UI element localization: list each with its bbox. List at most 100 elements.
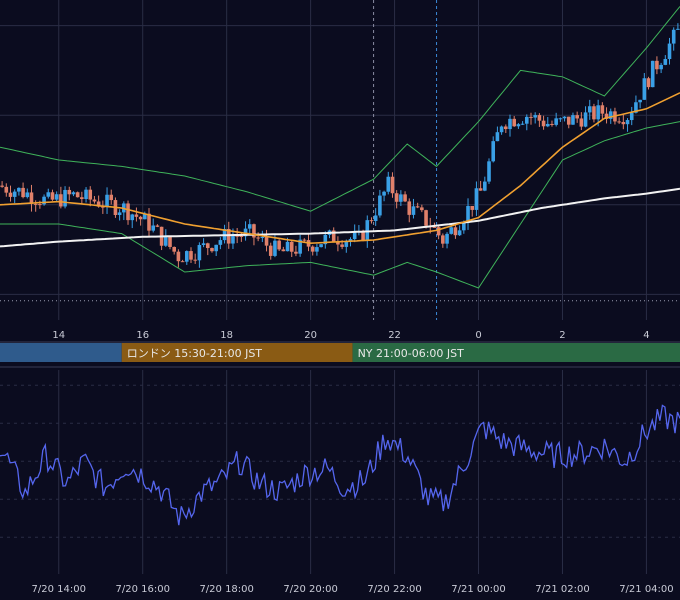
candle-body[interactable]: [529, 116, 533, 118]
candle-body[interactable]: [646, 78, 651, 88]
candle-body[interactable]: [298, 239, 302, 254]
candle-body[interactable]: [420, 207, 424, 211]
candle-body[interactable]: [638, 99, 642, 103]
candle-body[interactable]: [470, 206, 475, 210]
candle-body[interactable]: [537, 115, 542, 121]
candle-body[interactable]: [352, 232, 357, 240]
candle-body[interactable]: [575, 115, 579, 119]
candle-body[interactable]: [226, 229, 231, 244]
candle-body[interactable]: [466, 206, 470, 223]
candle-body[interactable]: [516, 124, 521, 127]
candle-body[interactable]: [109, 194, 114, 201]
candle-body[interactable]: [629, 112, 634, 121]
candle-body[interactable]: [210, 248, 214, 252]
candle-body[interactable]: [524, 116, 529, 124]
candle-body[interactable]: [512, 118, 516, 127]
candle-body[interactable]: [579, 118, 584, 127]
candle-body[interactable]: [676, 28, 680, 30]
candle-body[interactable]: [642, 78, 647, 100]
candle-body[interactable]: [46, 192, 51, 197]
candle-body[interactable]: [424, 210, 428, 226]
candle-body[interactable]: [453, 227, 458, 236]
candle-body[interactable]: [134, 214, 139, 217]
candle-body[interactable]: [302, 239, 307, 241]
candle-body[interactable]: [54, 194, 59, 200]
candle-body[interactable]: [281, 249, 286, 252]
candle-body[interactable]: [168, 235, 172, 247]
candle-body[interactable]: [655, 60, 659, 70]
candle-body[interactable]: [533, 115, 537, 118]
candle-body[interactable]: [386, 176, 391, 192]
candle-body[interactable]: [336, 242, 340, 245]
candle-body[interactable]: [319, 244, 323, 248]
candle-body[interactable]: [4, 186, 9, 193]
candle-body[interactable]: [508, 118, 512, 130]
candle-body[interactable]: [17, 187, 21, 192]
candle-body[interactable]: [344, 241, 349, 247]
candle-body[interactable]: [218, 240, 223, 245]
candle-body[interactable]: [361, 231, 365, 241]
candle-body[interactable]: [247, 224, 252, 229]
candle-body[interactable]: [264, 237, 269, 246]
candle-body[interactable]: [256, 237, 260, 239]
candle-body[interactable]: [243, 228, 248, 237]
candle-body[interactable]: [138, 216, 143, 220]
oscillator-panel[interactable]: [0, 404, 680, 526]
oscillator-line[interactable]: [0, 404, 680, 526]
candle-body[interactable]: [634, 102, 638, 113]
candle-body[interactable]: [285, 241, 290, 252]
candle-body[interactable]: [231, 235, 235, 244]
candle-body[interactable]: [130, 214, 135, 221]
candle-body[interactable]: [310, 246, 315, 252]
candle-body[interactable]: [289, 241, 294, 252]
candle-body[interactable]: [8, 192, 13, 197]
candle-body[interactable]: [67, 189, 72, 195]
candle-body[interactable]: [650, 60, 655, 88]
candle-body[interactable]: [315, 247, 319, 252]
candle-body[interactable]: [659, 64, 663, 70]
candle-body[interactable]: [80, 197, 84, 200]
candle-body[interactable]: [189, 251, 193, 260]
candle-body[interactable]: [105, 194, 109, 208]
candle-body[interactable]: [403, 194, 407, 202]
candle-body[interactable]: [462, 222, 466, 231]
candle-body[interactable]: [176, 251, 181, 262]
candle-body[interactable]: [617, 121, 621, 123]
candle-body[interactable]: [197, 245, 202, 261]
candle-body[interactable]: [12, 191, 17, 197]
candle-body[interactable]: [554, 118, 558, 125]
candle-body[interactable]: [50, 192, 55, 200]
candle-body[interactable]: [126, 203, 130, 221]
candle-body[interactable]: [499, 126, 504, 133]
candle-body[interactable]: [205, 243, 210, 249]
candle-body[interactable]: [445, 233, 449, 244]
candle-body[interactable]: [625, 120, 630, 125]
candle-body[interactable]: [411, 206, 416, 215]
candle-body[interactable]: [92, 199, 97, 202]
candle-body[interactable]: [407, 201, 412, 215]
candle-body[interactable]: [84, 189, 88, 200]
candle-body[interactable]: [663, 59, 668, 65]
candle-body[interactable]: [415, 206, 420, 208]
candle-body[interactable]: [441, 235, 445, 244]
candle-body[interactable]: [143, 213, 147, 220]
candle-body[interactable]: [180, 261, 185, 263]
candle-body[interactable]: [483, 181, 487, 191]
candle-body[interactable]: [399, 194, 403, 202]
candle-body[interactable]: [550, 123, 554, 125]
candle-body[interactable]: [474, 188, 479, 210]
candle-body[interactable]: [294, 251, 298, 254]
candle-body[interactable]: [340, 244, 344, 247]
candle-body[interactable]: [596, 105, 600, 120]
candle-body[interactable]: [520, 123, 525, 125]
candle-body[interactable]: [390, 176, 395, 194]
candle-body[interactable]: [59, 194, 63, 207]
candle-body[interactable]: [504, 126, 508, 130]
candle-body[interactable]: [671, 29, 676, 44]
candle-body[interactable]: [373, 215, 378, 221]
candle-body[interactable]: [75, 192, 80, 198]
candle-body[interactable]: [29, 192, 34, 204]
candle-body[interactable]: [348, 239, 353, 242]
candle-body[interactable]: [172, 246, 176, 252]
candle-body[interactable]: [436, 227, 441, 236]
